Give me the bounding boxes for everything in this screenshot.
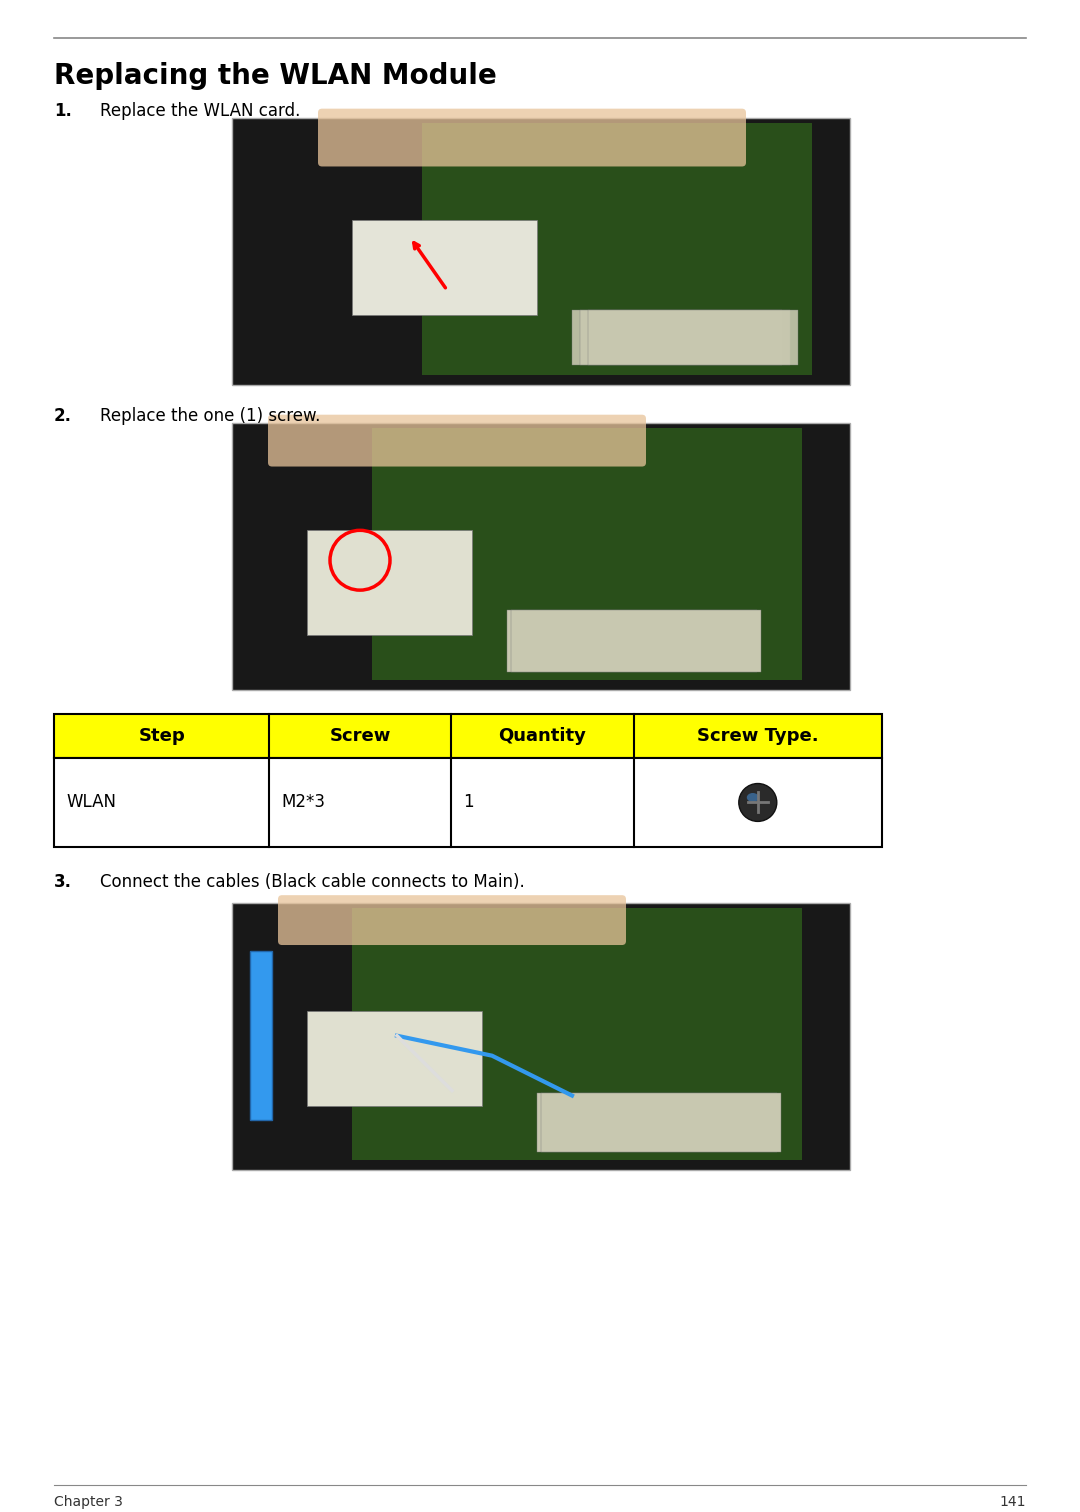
- Ellipse shape: [739, 783, 777, 821]
- FancyBboxPatch shape: [318, 109, 746, 166]
- Text: Screw: Screw: [329, 727, 391, 745]
- Text: 1.: 1.: [54, 101, 72, 119]
- Text: M2*3: M2*3: [281, 794, 325, 812]
- Bar: [372, 428, 802, 680]
- Text: Replacing the WLAN Module: Replacing the WLAN Module: [54, 62, 497, 89]
- Bar: [54, 758, 882, 847]
- Bar: [307, 1012, 482, 1105]
- Bar: [232, 118, 850, 384]
- Text: Screw Type.: Screw Type.: [697, 727, 819, 745]
- Text: Connect the cables (Black cable connects to Main).: Connect the cables (Black cable connects…: [100, 874, 525, 891]
- Text: Step: Step: [138, 727, 185, 745]
- Text: Replace the WLAN card.: Replace the WLAN card.: [100, 101, 300, 119]
- Bar: [249, 951, 272, 1120]
- Text: WLAN: WLAN: [66, 794, 116, 812]
- Bar: [54, 714, 882, 758]
- Bar: [352, 221, 537, 314]
- Bar: [232, 423, 850, 689]
- Bar: [572, 310, 782, 364]
- Bar: [307, 531, 472, 635]
- Text: 3.: 3.: [54, 874, 72, 891]
- Text: 1: 1: [463, 794, 474, 812]
- Bar: [507, 609, 757, 671]
- Bar: [352, 909, 802, 1160]
- Bar: [541, 1093, 781, 1152]
- Bar: [422, 122, 812, 375]
- Bar: [232, 903, 850, 1170]
- Bar: [580, 310, 789, 364]
- Bar: [537, 1093, 777, 1152]
- Text: 2.: 2.: [54, 407, 72, 425]
- Text: Replace the one (1) screw.: Replace the one (1) screw.: [100, 407, 321, 425]
- FancyBboxPatch shape: [268, 414, 646, 467]
- FancyBboxPatch shape: [278, 895, 626, 945]
- Text: Quantity: Quantity: [499, 727, 586, 745]
- Bar: [511, 609, 761, 671]
- Text: Chapter 3: Chapter 3: [54, 1495, 123, 1509]
- Text: 141: 141: [999, 1495, 1026, 1509]
- Ellipse shape: [746, 792, 759, 801]
- Bar: [588, 310, 798, 364]
